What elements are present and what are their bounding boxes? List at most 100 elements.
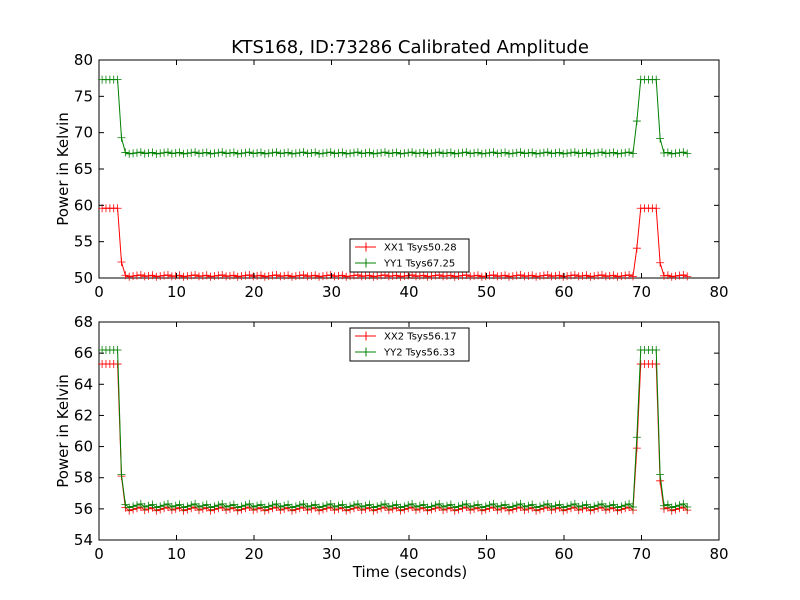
- data-point: [280, 501, 289, 510]
- data-point: [361, 501, 370, 510]
- data-point: [454, 502, 463, 511]
- x-tick-label: 10: [167, 545, 186, 563]
- data-point: [605, 501, 614, 510]
- bottom-plot-xlabel: Time (seconds): [352, 563, 468, 581]
- data-point: [187, 148, 196, 157]
- data-point: [299, 148, 308, 157]
- data-point: [435, 499, 444, 508]
- data-point: [191, 270, 200, 279]
- data-point: [167, 272, 176, 281]
- data-point: [613, 272, 622, 281]
- data-point: [264, 272, 273, 281]
- data-point: [411, 502, 420, 511]
- data-point: [249, 502, 258, 511]
- data-point: [512, 148, 521, 157]
- data-point: [140, 272, 149, 281]
- data-point: [295, 501, 304, 510]
- data-point: [516, 270, 525, 279]
- data-point: [287, 503, 296, 512]
- data-point: [528, 271, 537, 280]
- data-point: [202, 500, 211, 509]
- data-point: [539, 271, 548, 280]
- data-point: [659, 271, 668, 280]
- data-point: [214, 501, 223, 510]
- x-tick-label: 80: [709, 545, 728, 563]
- data-point: [632, 244, 641, 253]
- data-point: [415, 271, 424, 280]
- series-markers-xx1: [98, 204, 692, 281]
- data-point: [388, 149, 397, 158]
- data-point: [171, 271, 180, 280]
- data-point: [667, 149, 676, 158]
- data-point: [377, 148, 386, 157]
- data-point: [497, 149, 506, 158]
- data-point: [198, 271, 207, 280]
- data-point: [462, 499, 471, 508]
- data-point: [675, 148, 684, 157]
- data-point: [586, 503, 595, 512]
- data-point: [148, 500, 157, 509]
- data-point: [272, 270, 281, 279]
- data-point: [582, 148, 591, 157]
- data-point: [187, 501, 196, 510]
- data-point: [338, 148, 347, 157]
- data-point: [470, 271, 479, 280]
- data-point: [477, 149, 486, 158]
- data-point: [400, 502, 409, 511]
- data-point: [121, 500, 130, 509]
- legend-label-yy2: YY2 Tsys56.33: [383, 348, 455, 359]
- data-point: [435, 148, 444, 157]
- data-point: [291, 272, 300, 281]
- data-point: [419, 271, 428, 280]
- data-point: [628, 149, 637, 158]
- data-point: [442, 501, 451, 510]
- data-point: [617, 272, 626, 281]
- data-point: [342, 272, 351, 281]
- data-point: [489, 148, 498, 157]
- data-point: [125, 503, 134, 512]
- data-point: [218, 499, 227, 508]
- data-point: [183, 149, 192, 158]
- data-point: [245, 499, 254, 508]
- data-point: [334, 149, 343, 158]
- data-point: [485, 148, 494, 157]
- data-point: [191, 148, 200, 157]
- data-point: [291, 502, 300, 511]
- bottom-plot-ylabel: Power in Kelvin: [54, 374, 72, 488]
- data-point: [260, 149, 269, 158]
- data-point: [501, 271, 510, 280]
- data-point: [121, 148, 130, 157]
- data-point: [233, 503, 242, 512]
- data-point: [679, 270, 688, 279]
- data-point: [303, 502, 312, 511]
- legend-marker-xx1: [361, 242, 371, 252]
- data-point: [501, 148, 510, 157]
- data-point: [625, 499, 634, 508]
- data-point: [311, 148, 320, 157]
- data-point: [346, 149, 355, 158]
- data-point: [144, 501, 153, 510]
- data-point: [311, 271, 320, 280]
- y-tick-label: 64: [74, 375, 93, 393]
- data-point: [419, 148, 428, 157]
- x-tick-label: 0: [94, 283, 104, 301]
- data-point: [214, 271, 223, 280]
- data-point: [156, 272, 165, 281]
- y-tick-label: 50: [74, 269, 93, 287]
- data-point: [307, 271, 316, 280]
- data-point: [628, 272, 637, 281]
- data-point: [148, 148, 157, 157]
- data-point: [543, 499, 552, 508]
- data-point: [183, 502, 192, 511]
- data-point: [431, 148, 440, 157]
- data-point: [272, 499, 281, 508]
- data-point: [210, 272, 219, 281]
- x-tick-label: 80: [709, 283, 728, 301]
- data-point: [508, 272, 517, 281]
- data-point: [206, 149, 215, 158]
- data-point: [346, 272, 355, 281]
- data-point: [349, 271, 358, 280]
- data-point: [411, 149, 420, 158]
- data-point: [256, 271, 265, 280]
